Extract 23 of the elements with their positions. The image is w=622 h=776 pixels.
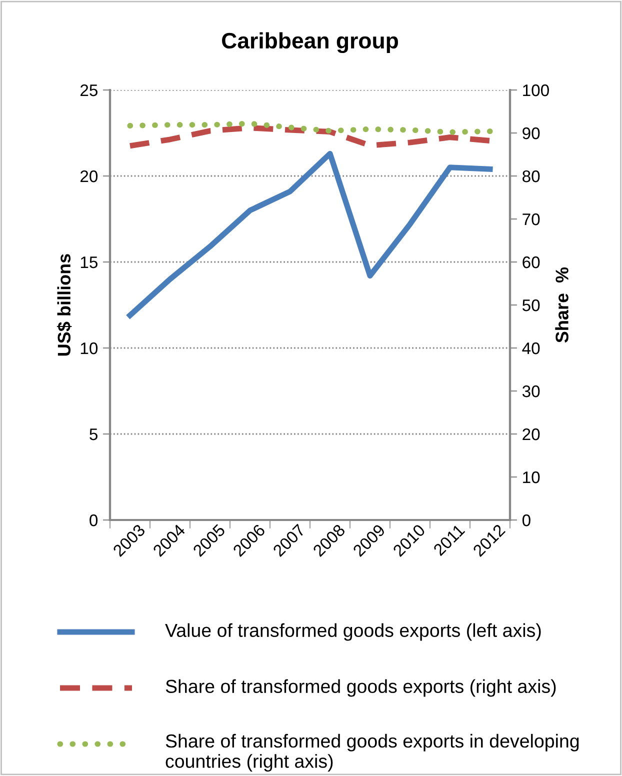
y-tick-label: 10 [80,342,98,354]
y2-tick-label: 60 [522,256,540,268]
legend-label: Share of transformed goods exports (right axis) [166,679,556,697]
y2-tick-label: 100 [523,84,549,96]
y2-tick-label: 30 [522,385,540,398]
y2-tick-label: 0 [522,514,530,526]
y2-axis-title: Share % [555,267,568,343]
y-tick-label: 0 [90,514,98,526]
legend-label: Value of transformed goods exports (left axis) [165,623,541,641]
y2-tick-label: 80 [522,170,540,182]
legend-label: Share of transformed goods exports in developing countries (right axis) [166,734,579,772]
y2-tick-label: 20 [522,428,540,440]
y2-tick-label: 50 [522,299,540,312]
y-tick-label: 25 [80,84,98,96]
y2-tick-label: 40 [522,342,540,354]
y-tick-label: 20 [80,170,98,182]
y-tick-label: 5 [90,428,98,440]
y2-tick-label: 90 [522,127,540,140]
y-axis-title: US$ billions [56,254,72,356]
chart-title: Caribbean group [222,32,398,54]
y-tick-label: 15 [80,256,98,268]
y2-tick-label: 10 [523,471,540,484]
y2-tick-label: 70 [522,213,540,226]
